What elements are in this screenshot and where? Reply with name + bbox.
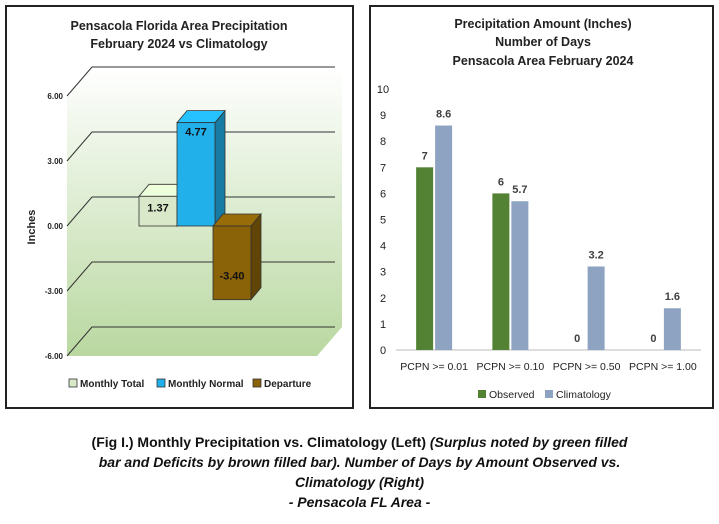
- right-bar-value-label: 3.2: [588, 249, 603, 261]
- right-bar-value-label: 0: [574, 333, 580, 345]
- right-bar-value-label: 6: [498, 176, 504, 188]
- legend-swatch-observed: [478, 390, 486, 398]
- right-x-tick-label: PCPN >= 0.01: [400, 361, 468, 373]
- legend-label-observed: Observed: [489, 389, 535, 401]
- right-y-tick-label: 8: [380, 136, 386, 148]
- right-bar-value-label: 7: [422, 150, 428, 162]
- figure-caption: (Fig I.) Monthly Precipitation vs. Clima…: [0, 432, 719, 512]
- right-bar-observed: [492, 193, 510, 350]
- left-chart-panel: Pensacola Florida Area Precipitation Feb…: [5, 5, 354, 409]
- left-chart-title-line2: February 2024 vs Climatology: [90, 37, 267, 51]
- right-y-tick-label: 1: [380, 319, 386, 331]
- right-bar-value-label: 5.7: [512, 184, 527, 196]
- right-y-tick-label: 6: [380, 188, 386, 200]
- right-y-tick-label: 4: [380, 241, 386, 253]
- left-bar-value-label: 4.77: [185, 127, 206, 139]
- right-y-tick-label: 0: [380, 345, 386, 357]
- right-y-tick-label: 7: [380, 162, 386, 174]
- left-legend: Monthly Total Monthly Normal Departure: [68, 378, 312, 390]
- left-gridline: [66, 66, 335, 97]
- left-y-tick-label: -3.00: [45, 287, 64, 296]
- left-bar-front: [138, 195, 178, 227]
- left-y-tick-label: 6.00: [47, 92, 63, 101]
- left-bar-front: [176, 122, 216, 227]
- left-gridline: [66, 196, 335, 227]
- right-chart-panel: Precipitation Amount (Inches) Number of …: [369, 5, 714, 409]
- right-bar-value-label: 1.6: [665, 291, 680, 303]
- left-bar-side: [250, 212, 262, 301]
- right-chart-title-line3: Pensacola Area February 2024: [453, 54, 634, 68]
- right-y-tick-label: 3: [380, 267, 386, 279]
- right-bar-climatology: [663, 308, 681, 350]
- right-y-tick-label: 5: [380, 215, 386, 227]
- right-bar-climatology: [511, 201, 529, 350]
- left-chart-svg: Pensacola Florida Area Precipitation Feb…: [26, 19, 342, 390]
- caption-italic-text: (Surplus noted by green filled bar and D…: [98, 434, 628, 490]
- right-bar-climatology: [587, 266, 605, 350]
- legend-swatch-departure: [252, 378, 262, 388]
- legend-swatch-climatology: [545, 390, 553, 398]
- right-legend: Observed Climatology: [478, 389, 612, 401]
- right-x-tick-label: PCPN >= 0.50: [553, 361, 621, 373]
- left-plot-area: 6.00 3.00 0.00 -3.00 -6.00 1.37 4.77 -3.40: [45, 66, 342, 361]
- legend-label-monthly-total: Monthly Total: [80, 379, 144, 390]
- left-bar-value-label: -3.40: [219, 271, 244, 283]
- left-gridline: [66, 326, 335, 357]
- left-y-tick-label: 0.00: [47, 222, 63, 231]
- left-bar-monthly-total: 1.37: [138, 183, 188, 228]
- right-y-tick-label: 9: [380, 110, 386, 122]
- caption-bold-text: (Fig I.) Monthly Precipitation vs. Clima…: [91, 434, 426, 450]
- left-gridline: [66, 131, 335, 162]
- legend-label-climatology: Climatology: [556, 389, 612, 401]
- caption-location-text: - Pensacola FL Area -: [288, 494, 431, 510]
- legend-label-monthly-normal: Monthly Normal: [168, 379, 244, 390]
- left-bar-value-label: 1.37: [147, 202, 168, 214]
- right-chart-svg: Precipitation Amount (Inches) Number of …: [377, 17, 701, 401]
- right-x-tick-label: PCPN >= 0.10: [477, 361, 545, 373]
- right-chart-title-line2: Number of Days: [495, 35, 591, 49]
- legend-swatch-monthly-normal: [156, 378, 166, 388]
- right-chart-title-line1: Precipitation Amount (Inches): [454, 17, 631, 31]
- left-bar-front: [212, 225, 252, 301]
- right-bar-observed: [416, 167, 434, 350]
- left-bar-departure: -3.40: [212, 212, 262, 301]
- right-bar-value-label: 8.6: [436, 109, 451, 121]
- left-bar-side: [214, 109, 226, 228]
- left-y-tick-label: -6.00: [45, 352, 64, 361]
- right-bar-climatology: [435, 125, 453, 350]
- right-y-tick-label: 10: [377, 84, 389, 96]
- left-y-axis-label: Inches: [26, 210, 38, 245]
- left-chart-title-line1: Pensacola Florida Area Precipitation: [71, 19, 288, 33]
- legend-label-departure: Departure: [264, 379, 312, 390]
- right-y-tick-label: 2: [380, 293, 386, 305]
- left-bar-monthly-normal: 4.77: [176, 109, 226, 228]
- left-y-tick-label: 3.00: [47, 157, 63, 166]
- right-x-tick-label: PCPN >= 1.00: [629, 361, 697, 373]
- right-bar-value-label: 0: [650, 333, 656, 345]
- legend-swatch-monthly-total: [68, 378, 78, 388]
